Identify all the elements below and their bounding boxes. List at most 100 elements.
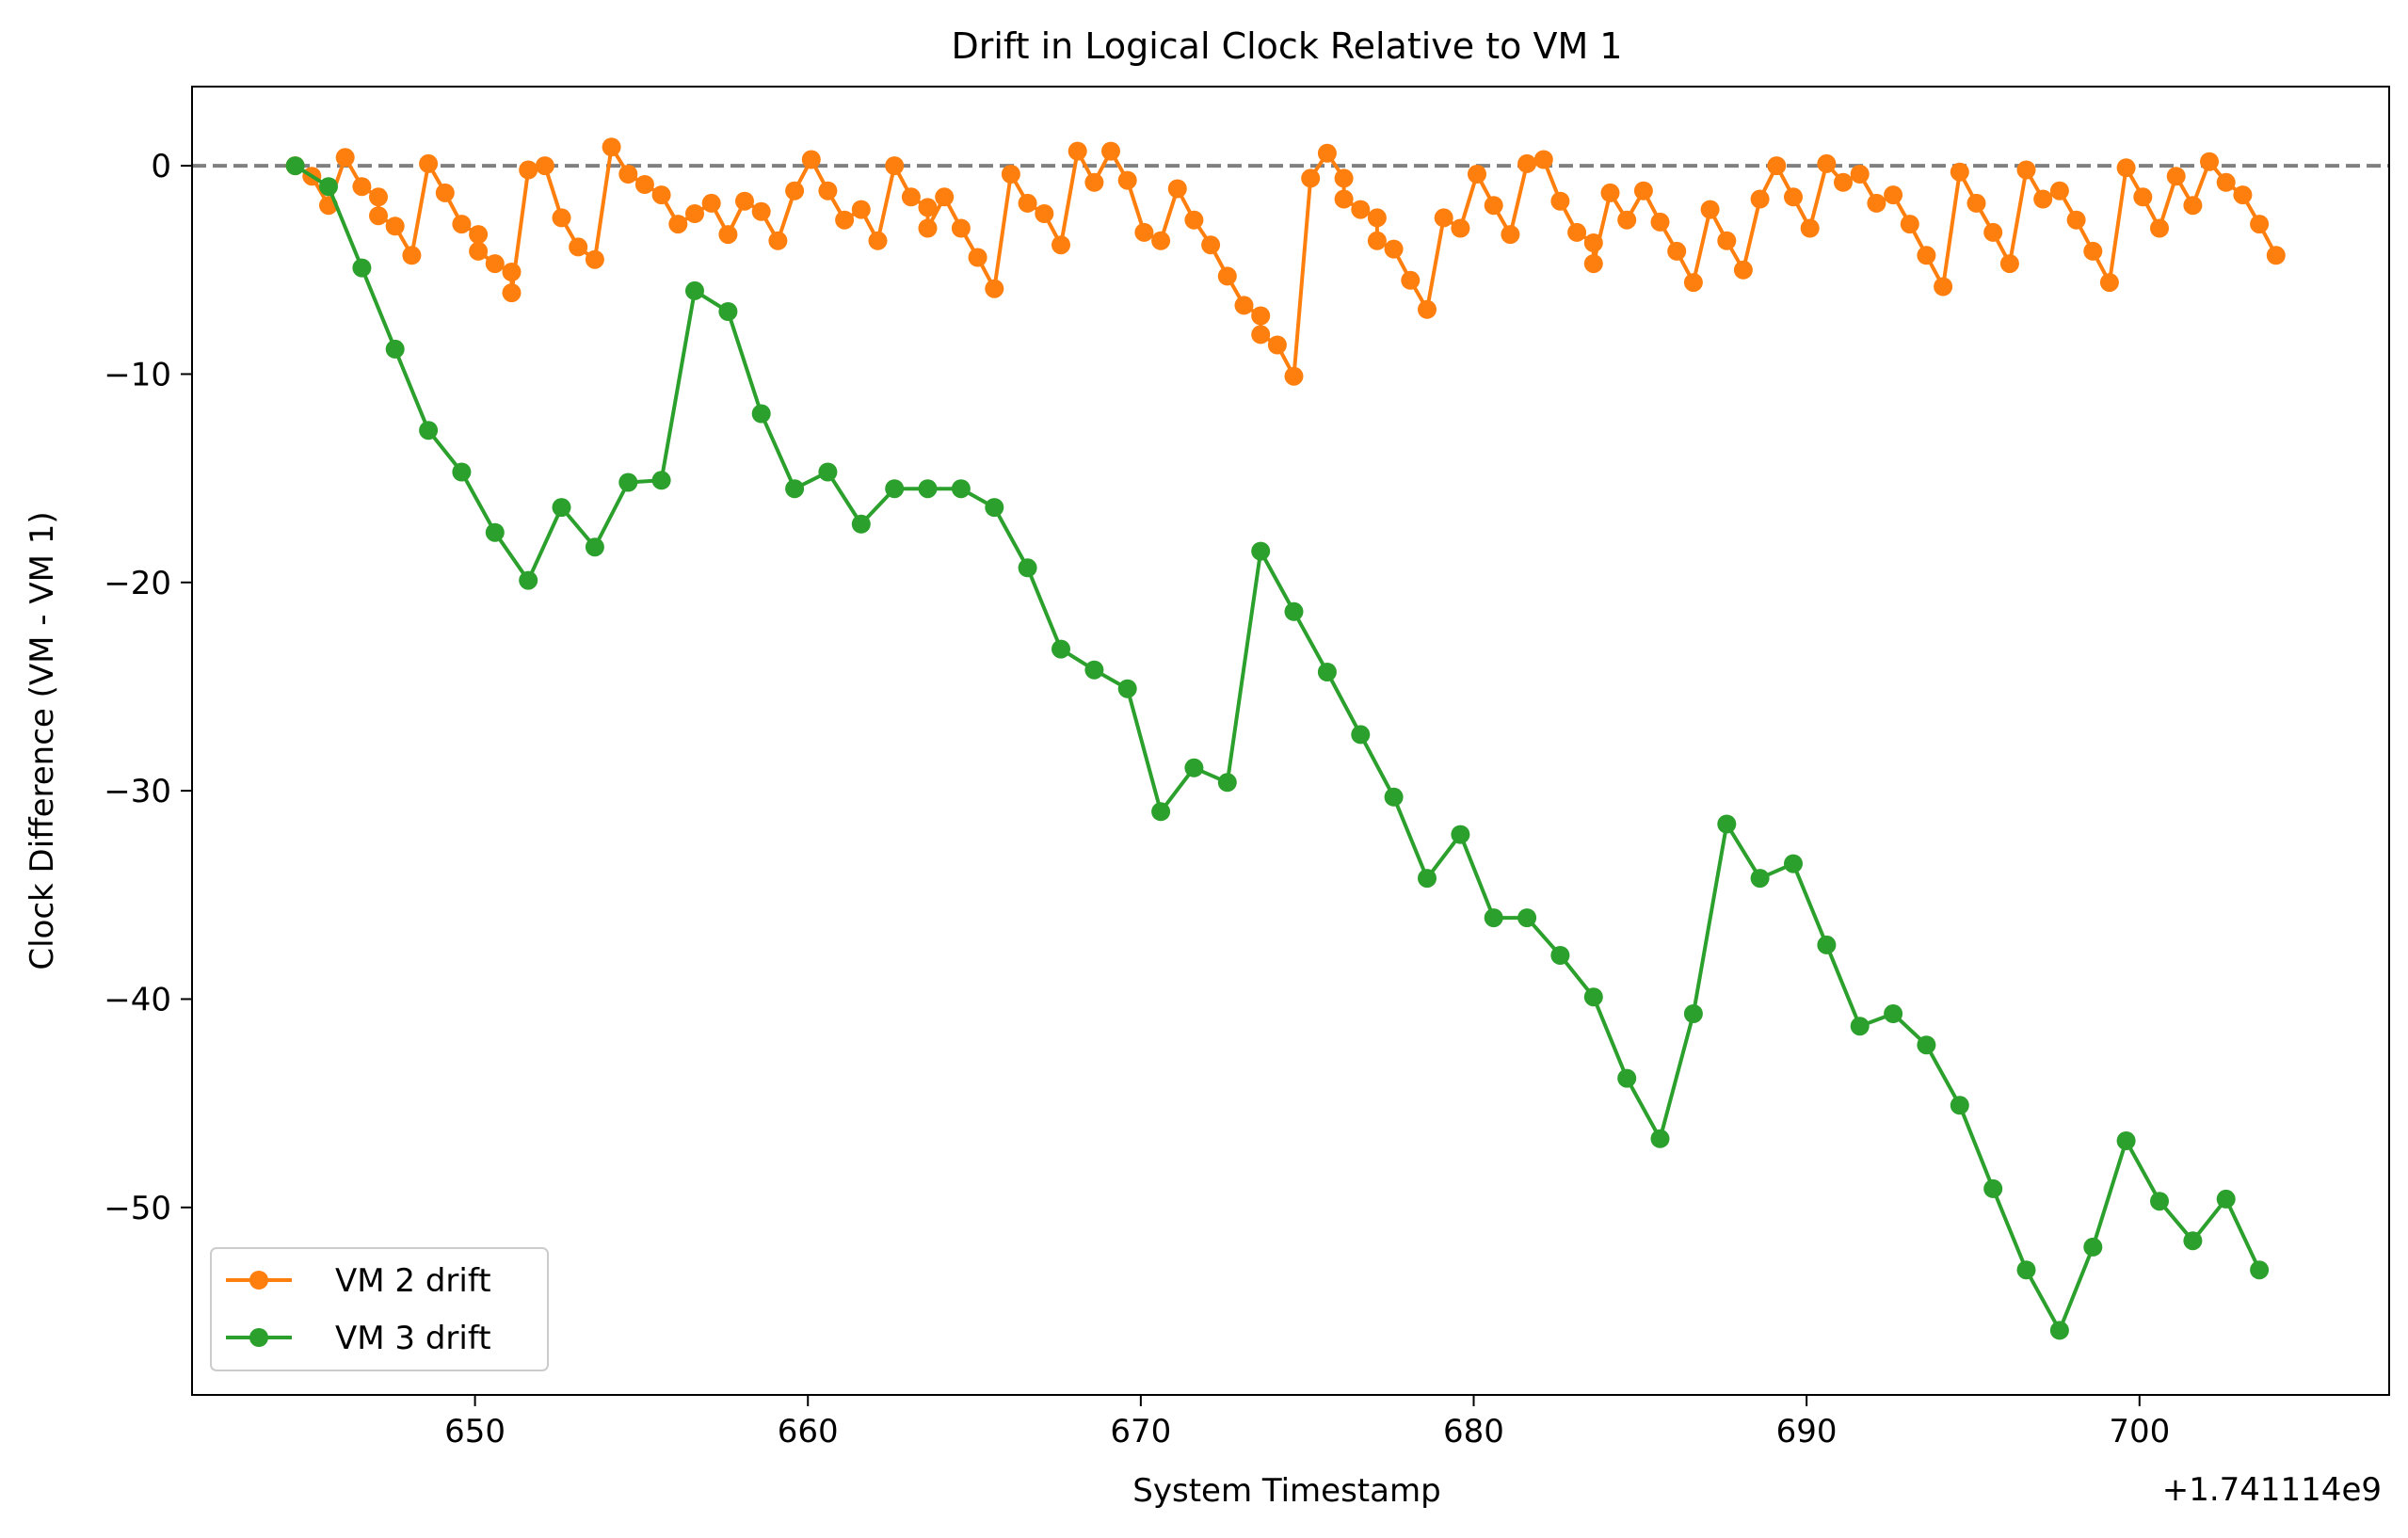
- data-point: [951, 479, 971, 499]
- data-point: [2150, 1192, 2169, 1211]
- x-tick-label: 660: [778, 1413, 839, 1450]
- data-point: [602, 137, 621, 157]
- data-point: [2049, 181, 2069, 200]
- data-point: [1950, 162, 1969, 182]
- data-point: [885, 479, 905, 499]
- data-point: [1501, 225, 1520, 245]
- data-point: [502, 283, 522, 303]
- data-point: [385, 339, 405, 359]
- data-point: [1267, 335, 1287, 355]
- data-point: [1251, 306, 1271, 326]
- data-point: [651, 185, 671, 205]
- data-point: [818, 181, 838, 200]
- data-point: [2049, 1321, 2069, 1340]
- data-point: [1800, 218, 1820, 238]
- data-point: [352, 258, 372, 278]
- data-point: [835, 210, 855, 230]
- data-point: [1451, 218, 1470, 238]
- data-point: [1351, 200, 1371, 219]
- data-point: [1934, 277, 1953, 296]
- legend-item: VM 3 drift: [226, 1320, 491, 1357]
- data-point: [1917, 1035, 1936, 1055]
- data-point: [419, 421, 439, 441]
- data-point: [1617, 210, 1637, 230]
- x-axis-offset-label: +1.741114e9: [2162, 1471, 2382, 1509]
- data-point: [1251, 541, 1271, 561]
- y-axis-label: Clock Difference (VM - VM 1): [24, 511, 61, 969]
- legend-marker: [249, 1271, 268, 1290]
- data-point: [1167, 179, 1187, 199]
- data-point: [868, 231, 888, 250]
- legend-item: VM 2 drift: [226, 1262, 491, 1300]
- data-point: [1967, 193, 1986, 213]
- data-point: [918, 198, 938, 217]
- data-point: [1733, 260, 1753, 280]
- data-point: [1834, 172, 1853, 192]
- data-point: [968, 248, 987, 267]
- data-point: [918, 218, 938, 238]
- data-point: [1201, 235, 1221, 255]
- data-point: [2250, 215, 2270, 234]
- data-point: [1583, 254, 1603, 274]
- x-tick-label: 670: [1110, 1413, 1171, 1450]
- data-point: [1384, 787, 1404, 807]
- data-point: [1284, 601, 1304, 621]
- data-point: [1418, 869, 1437, 889]
- legend-box: [210, 1247, 549, 1371]
- data-point: [1051, 235, 1070, 255]
- data-point: [1884, 1004, 1903, 1023]
- data-point: [618, 473, 638, 492]
- data-point: [1817, 935, 1837, 954]
- data-point: [634, 175, 654, 194]
- data-point: [1583, 987, 1603, 1007]
- data-point: [552, 208, 571, 228]
- data-point: [1051, 639, 1070, 659]
- data-point: [1583, 233, 1603, 252]
- data-point: [1068, 141, 1087, 161]
- data-point: [1517, 153, 1537, 173]
- data-point: [1351, 725, 1371, 745]
- data-point: [918, 479, 938, 499]
- data-point: [1817, 153, 1837, 173]
- data-point: [1867, 193, 1886, 213]
- data-point: [1550, 946, 1570, 965]
- y-tick-label: −10: [104, 356, 171, 393]
- data-point: [1018, 558, 1037, 578]
- data-point: [535, 156, 554, 176]
- series-3: [285, 156, 2270, 1340]
- data-point: [469, 225, 489, 245]
- data-point: [2016, 1260, 2036, 1280]
- data-point: [502, 263, 522, 281]
- data-point: [1533, 150, 1553, 169]
- data-point: [751, 201, 771, 221]
- data-point: [1468, 165, 1486, 184]
- x-tick-label: 650: [444, 1413, 506, 1450]
- data-point: [1367, 231, 1387, 250]
- x-axis-label: System Timestamp: [1132, 1472, 1440, 1510]
- data-point: [1650, 212, 1670, 232]
- data-point: [2033, 189, 2053, 209]
- data-point: [1633, 181, 1653, 200]
- plot-frame: [191, 86, 2390, 1396]
- data-point: [569, 237, 588, 257]
- data-point: [285, 156, 305, 176]
- data-point: [1900, 215, 1919, 234]
- legend-marker: [249, 1328, 268, 1347]
- data-point: [1184, 210, 1204, 230]
- data-point: [785, 181, 805, 200]
- data-point: [1451, 825, 1470, 844]
- series-line: [294, 164, 2261, 1333]
- data-point: [1917, 246, 1936, 265]
- data-point: [885, 156, 905, 176]
- data-point: [1418, 299, 1437, 319]
- data-point: [1667, 241, 1687, 261]
- data-point: [985, 279, 1004, 298]
- data-point: [1334, 168, 1354, 188]
- data-point: [1151, 802, 1171, 822]
- y-tick-label: −50: [104, 1190, 171, 1227]
- data-point: [1767, 156, 1787, 176]
- data-point: [1983, 1178, 2003, 1198]
- data-point: [1434, 208, 1453, 228]
- data-point: [1134, 222, 1154, 242]
